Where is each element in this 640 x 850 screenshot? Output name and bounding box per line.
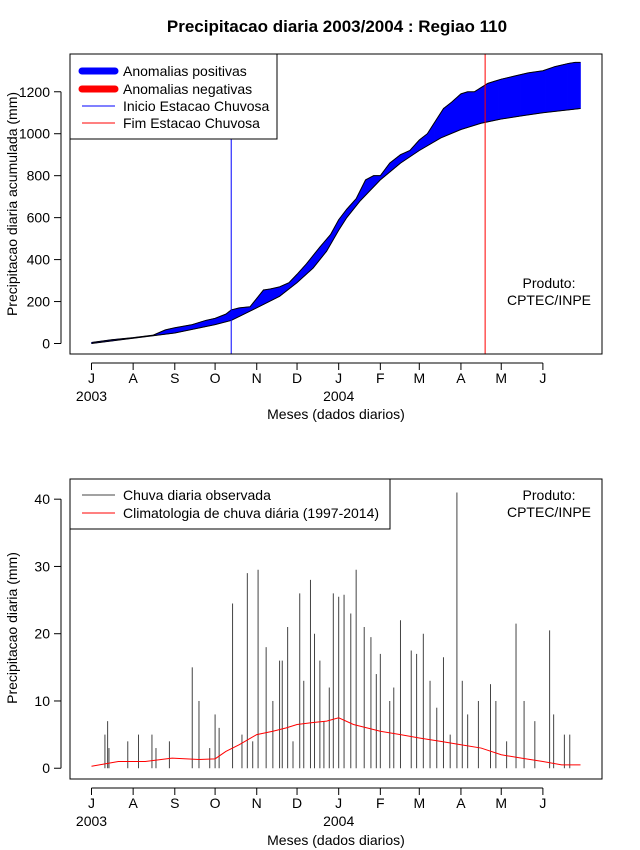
product-label-1: Produto: bbox=[523, 275, 576, 291]
legend-label-observed: Chuva diaria observada bbox=[123, 487, 271, 503]
year-label: 2003 bbox=[76, 813, 107, 829]
legend-label-climatology: Climatologia de chuva diária (1997-2014) bbox=[123, 505, 379, 521]
y-tick-label: 10 bbox=[34, 693, 50, 709]
y-tick-label: 0 bbox=[42, 760, 50, 776]
y-tick-label: 30 bbox=[34, 558, 50, 574]
x-tick-label: M bbox=[495, 370, 507, 386]
x-tick-label: F bbox=[376, 795, 385, 811]
x-tick-label: S bbox=[170, 795, 179, 811]
x-tick-label: M bbox=[413, 795, 425, 811]
x-tick-label: A bbox=[456, 795, 466, 811]
positive-anomaly-fill bbox=[578, 62, 581, 110]
x-tick-label: A bbox=[128, 370, 138, 386]
x-tick-label: S bbox=[170, 370, 179, 386]
x-tick-label: J bbox=[88, 370, 95, 386]
x-tick-label: M bbox=[495, 795, 507, 811]
legend-1: Anomalias positivas Anomalias negativas … bbox=[69, 53, 278, 140]
y-tick-label: 800 bbox=[27, 168, 51, 184]
year-label: 2003 bbox=[76, 388, 107, 404]
x-axis-label-1: Meses (dados diarios) bbox=[267, 406, 405, 422]
x-tick-label: J bbox=[88, 795, 95, 811]
daily-chart: 0 10 20 30 40 J A S O N D J F M A M J 2003 2004 Precipita… bbox=[4, 478, 603, 848]
x-axis-1: J A S O N D J F M A M J 2003 2004 bbox=[76, 362, 546, 404]
legend-box-2 bbox=[69, 478, 391, 530]
cumulative-lines bbox=[91, 61, 581, 345]
climatology-daily-line bbox=[91, 717, 581, 767]
legend-label-negative: Anomalias negativas bbox=[123, 81, 252, 97]
x-tick-label: J bbox=[539, 370, 546, 386]
x-tick-label: O bbox=[210, 795, 221, 811]
legend-2: Chuva diaria observada Climatologia de c… bbox=[69, 478, 391, 530]
x-tick-label: N bbox=[252, 795, 262, 811]
plot-frame-1 bbox=[69, 53, 603, 355]
x-tick-label: D bbox=[292, 795, 302, 811]
accumulated-chart: 0 200 400 600 800 1000 1200 J A S O N D J F M A M J 2003 20… bbox=[4, 53, 603, 422]
y-tick-label: 600 bbox=[27, 210, 51, 226]
product-label-2: Produto: bbox=[523, 487, 576, 503]
observed-cumulative-line bbox=[91, 61, 581, 343]
legend-label-positive: Anomalias positivas bbox=[123, 63, 247, 79]
legend-label-inicio: Inicio Estacao Chuvosa bbox=[123, 98, 270, 114]
x-tick-label: D bbox=[292, 370, 302, 386]
x-tick-label: A bbox=[456, 370, 466, 386]
x-tick-label: J bbox=[539, 795, 546, 811]
y-tick-label: 20 bbox=[34, 626, 50, 642]
climatology-line bbox=[91, 717, 581, 767]
x-tick-label: A bbox=[128, 795, 138, 811]
y-axis-2: 0 10 20 30 40 bbox=[34, 491, 62, 776]
y-axis-label-1: Precipitacao diaria acumulada (mm) bbox=[4, 92, 20, 316]
year-label: 2004 bbox=[323, 388, 354, 404]
x-axis-label-2: Meses (dados diarios) bbox=[267, 832, 405, 848]
climatology-cumulative-line bbox=[91, 108, 581, 345]
x-tick-label: O bbox=[210, 370, 221, 386]
x-tick-label: J bbox=[335, 795, 342, 811]
y-axis-label-2: Precipitacao diaria (mm) bbox=[4, 552, 20, 704]
y-tick-label: 200 bbox=[27, 294, 51, 310]
x-tick-label: J bbox=[335, 370, 342, 386]
y-tick-label: 1200 bbox=[19, 84, 50, 100]
legend-label-fim: Fim Estacao Chuvosa bbox=[123, 115, 260, 131]
x-tick-label: N bbox=[252, 370, 262, 386]
year-label: 2004 bbox=[323, 813, 354, 829]
x-tick-label: F bbox=[376, 370, 385, 386]
y-tick-label: 1000 bbox=[19, 126, 50, 142]
chart-title: Precipitacao diaria 2003/2004 : Regiao 1… bbox=[167, 17, 507, 36]
product-source-2: CPTEC/INPE bbox=[507, 504, 591, 520]
x-axis-2: J A S O N D J F M A M J 2003 2004 bbox=[76, 787, 546, 829]
product-source-1: CPTEC/INPE bbox=[507, 292, 591, 308]
x-tick-label: M bbox=[413, 370, 425, 386]
y-tick-label: 0 bbox=[42, 336, 50, 352]
daily-rain-spikes bbox=[104, 492, 571, 769]
y-axis-1: 0 200 400 600 800 1000 1200 bbox=[19, 84, 62, 352]
y-tick-label: 40 bbox=[34, 491, 50, 507]
y-tick-label: 400 bbox=[27, 252, 51, 268]
